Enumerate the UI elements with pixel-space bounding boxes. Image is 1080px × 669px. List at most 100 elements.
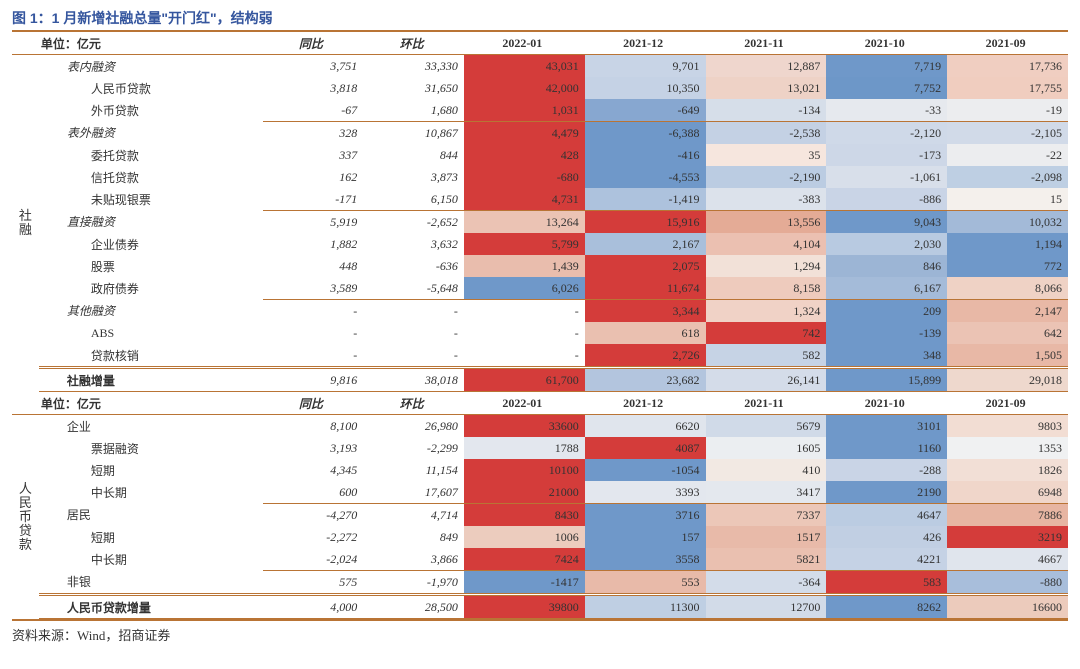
heat-cell: -139 [826, 322, 947, 344]
cell-yoy: - [263, 300, 364, 323]
cell-mom: -1,970 [363, 571, 464, 595]
hdr-yoy: 同比 [263, 392, 364, 415]
heat-cell: 7,719 [826, 55, 947, 78]
heat-cell: 3101 [826, 415, 947, 438]
heat-cell: 1160 [826, 437, 947, 459]
heat-cell: 5821 [706, 548, 827, 571]
hdr-month: 2021-11 [706, 392, 827, 415]
cell-yoy: 3,751 [263, 55, 364, 78]
hdr-unit: 单位：亿元 [39, 32, 263, 55]
heat-cell: 4221 [826, 548, 947, 571]
heat-cell: 1,031 [464, 99, 585, 122]
cell-mom: 3,873 [363, 166, 464, 188]
row-label: 中长期 [39, 548, 263, 571]
heat-cell: 12700 [706, 595, 827, 619]
heat-cell: 4647 [826, 504, 947, 527]
heat-cell: 9803 [947, 415, 1068, 438]
heat-cell: 29,018 [947, 368, 1068, 392]
heat-cell: -33 [826, 99, 947, 122]
heat-cell: 1,324 [706, 300, 827, 323]
row-label: 外币贷款 [39, 99, 263, 122]
side-spacer [12, 32, 39, 55]
heat-cell: 2,147 [947, 300, 1068, 323]
heat-cell: 3219 [947, 526, 1068, 548]
cell-yoy: 3,193 [263, 437, 364, 459]
heat-cell: 17,755 [947, 77, 1068, 99]
total-yoy: 4,000 [263, 595, 364, 619]
heat-cell: 13,556 [706, 211, 827, 234]
cell-mom: -5,648 [363, 277, 464, 300]
cell-yoy: 1,882 [263, 233, 364, 255]
bottom-rule [12, 619, 1068, 621]
heat-cell: 4667 [947, 548, 1068, 571]
heat-cell: 8262 [826, 595, 947, 619]
main-table: 单位：亿元同比环比2022-012021-122021-112021-10202… [12, 32, 1068, 619]
cell-mom: 849 [363, 526, 464, 548]
heat-cell: 1,194 [947, 233, 1068, 255]
heat-cell: 10100 [464, 459, 585, 481]
heat-cell: 642 [947, 322, 1068, 344]
cell-mom: 26,980 [363, 415, 464, 438]
heat-cell: 1788 [464, 437, 585, 459]
cell-yoy: 448 [263, 255, 364, 277]
cell-mom: 3,866 [363, 548, 464, 571]
cell-mom: - [363, 344, 464, 368]
row-label: 中长期 [39, 481, 263, 504]
heat-cell: 33600 [464, 415, 585, 438]
heat-cell: -416 [585, 144, 706, 166]
heat-cell: 17,736 [947, 55, 1068, 78]
cell-yoy: 162 [263, 166, 364, 188]
heat-cell: 582 [706, 344, 827, 368]
heat-cell: -4,553 [585, 166, 706, 188]
cell-mom: - [363, 300, 464, 323]
heat-cell: 5679 [706, 415, 827, 438]
heat-cell: 3417 [706, 481, 827, 504]
cell-yoy: 3,589 [263, 277, 364, 300]
heat-cell: 13,021 [706, 77, 827, 99]
hdr-month: 2021-11 [706, 32, 827, 55]
total-mom: 28,500 [363, 595, 464, 619]
heat-cell: -2,190 [706, 166, 827, 188]
cell-yoy: 3,818 [263, 77, 364, 99]
cell-yoy: 5,919 [263, 211, 364, 234]
heat-cell: 15,899 [826, 368, 947, 392]
hdr-yoy: 同比 [263, 32, 364, 55]
heat-cell: 1006 [464, 526, 585, 548]
total-yoy: 9,816 [263, 368, 364, 392]
heat-cell: 742 [706, 322, 827, 344]
heat-cell: 209 [826, 300, 947, 323]
row-label: 其他融资 [39, 300, 263, 323]
heat-cell: 3,344 [585, 300, 706, 323]
heat-cell: 8,066 [947, 277, 1068, 300]
heat-cell: 12,887 [706, 55, 827, 78]
cell-yoy: - [263, 344, 364, 368]
row-label: 非银 [39, 571, 263, 595]
cell-yoy: - [263, 322, 364, 344]
heat-cell: - [464, 344, 585, 368]
cell-mom: 4,714 [363, 504, 464, 527]
row-label: 短期 [39, 526, 263, 548]
cell-mom: 1,680 [363, 99, 464, 122]
heat-cell: 42,000 [464, 77, 585, 99]
hdr-month: 2022-01 [464, 392, 585, 415]
heat-cell: 6,167 [826, 277, 947, 300]
row-label: 委托贷款 [39, 144, 263, 166]
heat-cell: 618 [585, 322, 706, 344]
heat-cell: 4,479 [464, 122, 585, 145]
cell-yoy: -4,270 [263, 504, 364, 527]
heat-cell: 9,701 [585, 55, 706, 78]
heat-cell: 846 [826, 255, 947, 277]
hdr-month: 2021-12 [585, 392, 706, 415]
heat-cell: 348 [826, 344, 947, 368]
heat-cell: -680 [464, 166, 585, 188]
row-label: 政府债券 [39, 277, 263, 300]
hdr-month: 2021-10 [826, 392, 947, 415]
heat-cell: 10,032 [947, 211, 1068, 234]
figure-title: 图 1：1 月新增社融总量"开门红"，结构弱 [12, 8, 1068, 28]
hdr-unit: 单位：亿元 [39, 392, 263, 415]
heat-cell: 2,030 [826, 233, 947, 255]
row-label: ABS [39, 322, 263, 344]
heat-cell: 2,726 [585, 344, 706, 368]
heat-cell: 43,031 [464, 55, 585, 78]
hdr-month: 2022-01 [464, 32, 585, 55]
